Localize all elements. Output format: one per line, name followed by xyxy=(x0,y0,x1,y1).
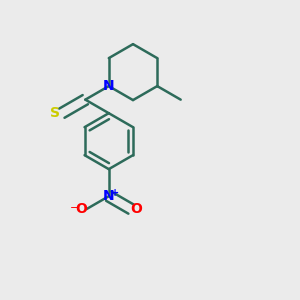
Text: S: S xyxy=(50,106,60,120)
Text: N: N xyxy=(103,79,115,93)
Text: N: N xyxy=(103,189,115,203)
Text: O: O xyxy=(75,202,87,216)
Text: −: − xyxy=(69,202,79,213)
Text: O: O xyxy=(130,202,142,216)
Text: +: + xyxy=(111,188,119,198)
